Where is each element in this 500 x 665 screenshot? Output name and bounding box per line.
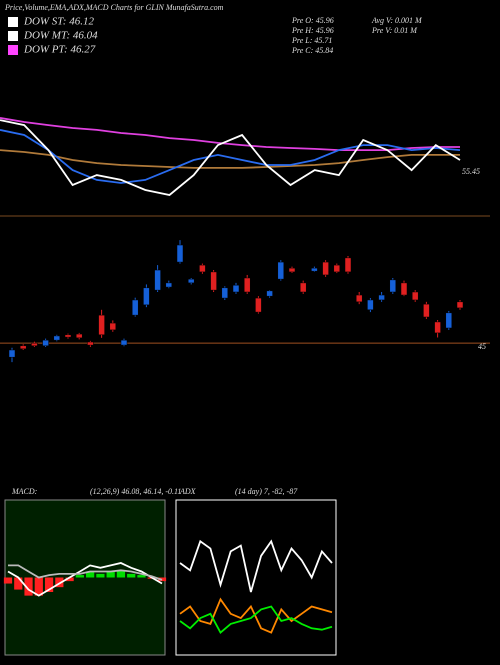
histogram-bar	[14, 577, 23, 590]
panel-subtitle: (14 day) 7, -82, -87	[235, 487, 298, 496]
candle-body	[367, 299, 374, 311]
candle-body	[445, 312, 453, 329]
candle-body	[411, 291, 419, 301]
candle-body	[187, 278, 195, 284]
candle-body	[232, 284, 240, 293]
candle-body	[64, 334, 72, 338]
candle-body	[288, 267, 296, 273]
candle-body	[266, 290, 273, 297]
histogram-bar	[75, 575, 84, 578]
candle-body	[165, 282, 173, 288]
candle-body	[87, 341, 94, 346]
legend-swatch	[8, 31, 18, 41]
page-title: Price,Volume,EMA,ADX,MACD Charts for GLI…	[4, 3, 224, 12]
candle-body	[53, 335, 61, 341]
candle-body	[423, 303, 430, 318]
candle-body	[221, 287, 229, 299]
candle-body	[456, 301, 464, 309]
candle-body	[299, 282, 307, 293]
stat: Pre O: 45.96	[291, 16, 334, 25]
panel-title: MACD:	[11, 487, 38, 496]
candle-body	[42, 339, 49, 347]
stat: Pre H: 45.96	[291, 26, 334, 35]
candle-body	[154, 269, 161, 291]
histogram-bar	[44, 577, 54, 592]
stat: Pre C: 45.84	[291, 46, 333, 55]
y-tick-label: 45	[478, 342, 486, 351]
histogram-bar	[96, 573, 105, 578]
candle-body	[311, 267, 318, 272]
candle-body	[243, 277, 251, 293]
series-line	[179, 605, 333, 635]
candle-body	[333, 264, 341, 273]
candle-body	[389, 279, 397, 293]
histogram-bar	[34, 577, 43, 596]
candle-body	[199, 264, 206, 273]
histogram-bar	[55, 577, 64, 588]
candle-body	[322, 261, 329, 276]
histogram-bar	[106, 571, 115, 578]
candle-body	[255, 297, 262, 313]
histogram-bar	[24, 577, 33, 596]
candle-body	[98, 314, 105, 336]
candle-body	[8, 349, 16, 358]
panel-title: ADX	[179, 487, 197, 496]
candle-body	[277, 261, 285, 280]
candle-body	[210, 271, 217, 291]
candle-body	[31, 342, 38, 347]
candle-body	[176, 244, 184, 263]
series-line	[179, 539, 333, 593]
series-line	[179, 597, 333, 634]
candle-body	[75, 333, 83, 339]
histogram-bar	[65, 577, 74, 582]
series-line	[0, 149, 460, 169]
candle-body	[378, 294, 385, 301]
legend-label: DOW PT: 46.27	[23, 44, 96, 56]
legend-label: DOW ST: 46.12	[23, 16, 94, 28]
stat: Pre V: 0.01 M	[371, 26, 418, 35]
histogram-bar	[86, 571, 95, 578]
series-line	[8, 564, 163, 581]
candle-body	[120, 339, 128, 346]
candle-body	[434, 321, 441, 334]
candle-body	[143, 287, 150, 306]
stat: Avg V: 0.001 M	[371, 16, 423, 25]
candle-body	[109, 322, 117, 331]
panel-subtitle: (12,26,9) 46.08, 46.14, -0.11	[90, 487, 181, 496]
candle-body	[400, 282, 408, 296]
histogram-bar	[3, 577, 13, 584]
candle-body	[19, 345, 27, 350]
histogram-bar	[127, 573, 136, 578]
stat: Pre L: 45.71	[291, 36, 332, 45]
histogram-bar	[137, 575, 146, 578]
legend-swatch	[8, 45, 18, 55]
series-line	[0, 129, 461, 184]
series-line	[7, 562, 163, 597]
legend-label: DOW MT: 46.04	[23, 30, 98, 42]
legend-swatch	[8, 17, 18, 27]
series-line	[0, 119, 461, 196]
candle-body	[131, 299, 139, 316]
candle-body	[344, 257, 352, 273]
adx-panel	[175, 499, 337, 656]
histogram-bar	[116, 570, 126, 578]
candle-body	[355, 294, 363, 303]
series-line	[0, 117, 460, 151]
price-annotation: 55.45	[462, 167, 480, 176]
